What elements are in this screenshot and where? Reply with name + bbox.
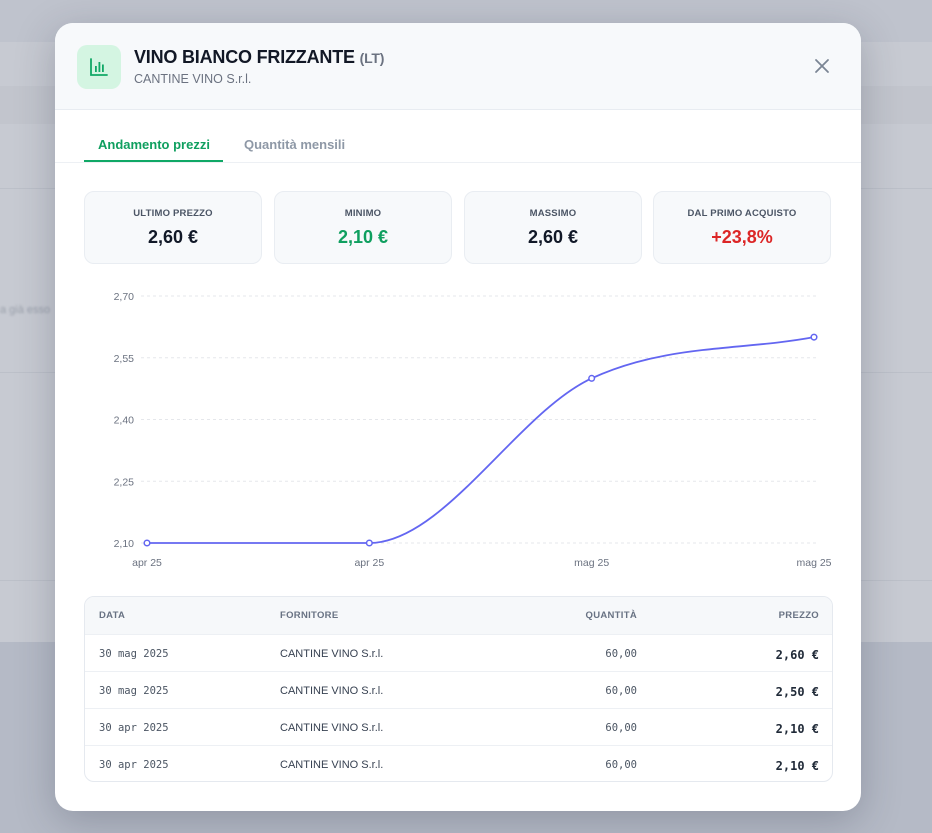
data-point bbox=[588, 374, 596, 382]
stat-label: DAL PRIMO ACQUISTO bbox=[687, 208, 797, 219]
tab-price-trend[interactable]: Andamento prezzi bbox=[98, 137, 210, 152]
column-header-quantity: QUANTITÀ bbox=[585, 610, 637, 621]
stat-value: 2,60 € bbox=[147, 227, 199, 247]
x-tick-label: mag 25 bbox=[574, 557, 609, 569]
row-supplier: CANTINE VINO S.r.l. bbox=[280, 648, 384, 660]
product-unit: (LT) bbox=[359, 50, 385, 66]
table-row: 30 mag 2025 CANTINE VINO S.r.l. 60,00 2,… bbox=[85, 671, 832, 709]
y-tick-label: 2,10 bbox=[114, 538, 135, 550]
data-point bbox=[365, 539, 373, 547]
y-tick-label: 2,55 bbox=[114, 353, 135, 365]
column-header-supplier: FORNITORE bbox=[280, 610, 339, 621]
stat-label: MASSIMO bbox=[529, 208, 577, 219]
row-price: 2,10 € bbox=[775, 722, 819, 736]
purchase-table: DATA FORNITORE QUANTITÀ PREZZO 30 mag 20… bbox=[84, 596, 833, 782]
row-date: 30 apr 2025 bbox=[99, 759, 169, 771]
x-tick-label: apr 25 bbox=[354, 557, 384, 569]
table-header: DATA FORNITORE QUANTITÀ PREZZO bbox=[85, 597, 832, 634]
product-name: VINO BIANCO FRIZZANTE bbox=[134, 47, 355, 67]
y-tick-label: 2,70 bbox=[114, 291, 135, 303]
row-supplier: CANTINE VINO S.r.l. bbox=[280, 759, 384, 771]
bar-chart-icon bbox=[77, 45, 121, 89]
y-tick-label: 2,25 bbox=[114, 476, 135, 488]
price-line-chart: 2,70 2,55 2,40 2,25 2,10 apr 25 apr 25 mag 25 ma… bbox=[114, 291, 832, 569]
row-supplier: CANTINE VINO S.r.l. bbox=[280, 685, 384, 697]
row-supplier: CANTINE VINO S.r.l. bbox=[280, 722, 384, 734]
stat-value: 2,60 € bbox=[527, 227, 579, 247]
modal-header: VINO BIANCO FRIZZANTE (LT) CANTINE VINO … bbox=[55, 23, 861, 110]
y-tick-label: 2,40 bbox=[114, 415, 135, 427]
data-point bbox=[143, 539, 151, 547]
price-series-line bbox=[147, 336, 815, 544]
supplier-name: CANTINE VINO S.r.l. bbox=[134, 72, 252, 86]
table-row: 30 apr 2025 CANTINE VINO S.r.l. 60,00 2,… bbox=[85, 745, 832, 781]
stat-minimum: MINIMO 2,10 € bbox=[274, 191, 452, 264]
row-price: 2,60 € bbox=[775, 648, 819, 662]
close-icon[interactable] bbox=[811, 55, 833, 77]
data-point bbox=[810, 333, 818, 341]
table-row: 30 apr 2025 CANTINE VINO S.r.l. 60,00 2,… bbox=[85, 708, 832, 746]
stat-value: +23,8% bbox=[711, 227, 773, 247]
row-quantity: 60,00 bbox=[605, 648, 637, 660]
row-price: 2,10 € bbox=[775, 759, 819, 773]
row-date: 30 apr 2025 bbox=[99, 722, 169, 734]
stat-since-first-purchase: DAL PRIMO ACQUISTO +23,8% bbox=[653, 191, 831, 264]
modal-title: VINO BIANCO FRIZZANTE (LT) bbox=[134, 47, 384, 68]
active-tab-indicator bbox=[84, 160, 223, 162]
price-trend-modal: VINO BIANCO FRIZZANTE (LT) CANTINE VINO … bbox=[55, 23, 861, 811]
tab-bar: Andamento prezzi Quantità mensili bbox=[55, 110, 861, 163]
row-quantity: 60,00 bbox=[605, 685, 637, 697]
row-quantity: 60,00 bbox=[605, 759, 637, 771]
row-quantity: 60,00 bbox=[605, 722, 637, 734]
tab-monthly-quantity[interactable]: Quantità mensili bbox=[244, 137, 346, 152]
row-date: 30 mag 2025 bbox=[99, 685, 169, 697]
x-tick-label: mag 25 bbox=[796, 557, 831, 569]
row-date: 30 mag 2025 bbox=[99, 648, 169, 660]
background-text: a già esso bbox=[0, 304, 51, 316]
row-price: 2,50 € bbox=[775, 685, 819, 699]
stat-maximum: MASSIMO 2,60 € bbox=[464, 191, 642, 264]
x-tick-label: apr 25 bbox=[132, 557, 162, 569]
table-row: 30 mag 2025 CANTINE VINO S.r.l. 60,00 2,… bbox=[85, 634, 832, 672]
stat-value: 2,10 € bbox=[337, 227, 389, 247]
stat-label: MINIMO bbox=[344, 208, 382, 219]
stat-last-price: ULTIMO PREZZO 2,60 € bbox=[84, 191, 262, 264]
column-header-price: PREZZO bbox=[778, 610, 819, 621]
stat-label: ULTIMO PREZZO bbox=[133, 208, 213, 219]
column-header-date: DATA bbox=[99, 610, 126, 621]
